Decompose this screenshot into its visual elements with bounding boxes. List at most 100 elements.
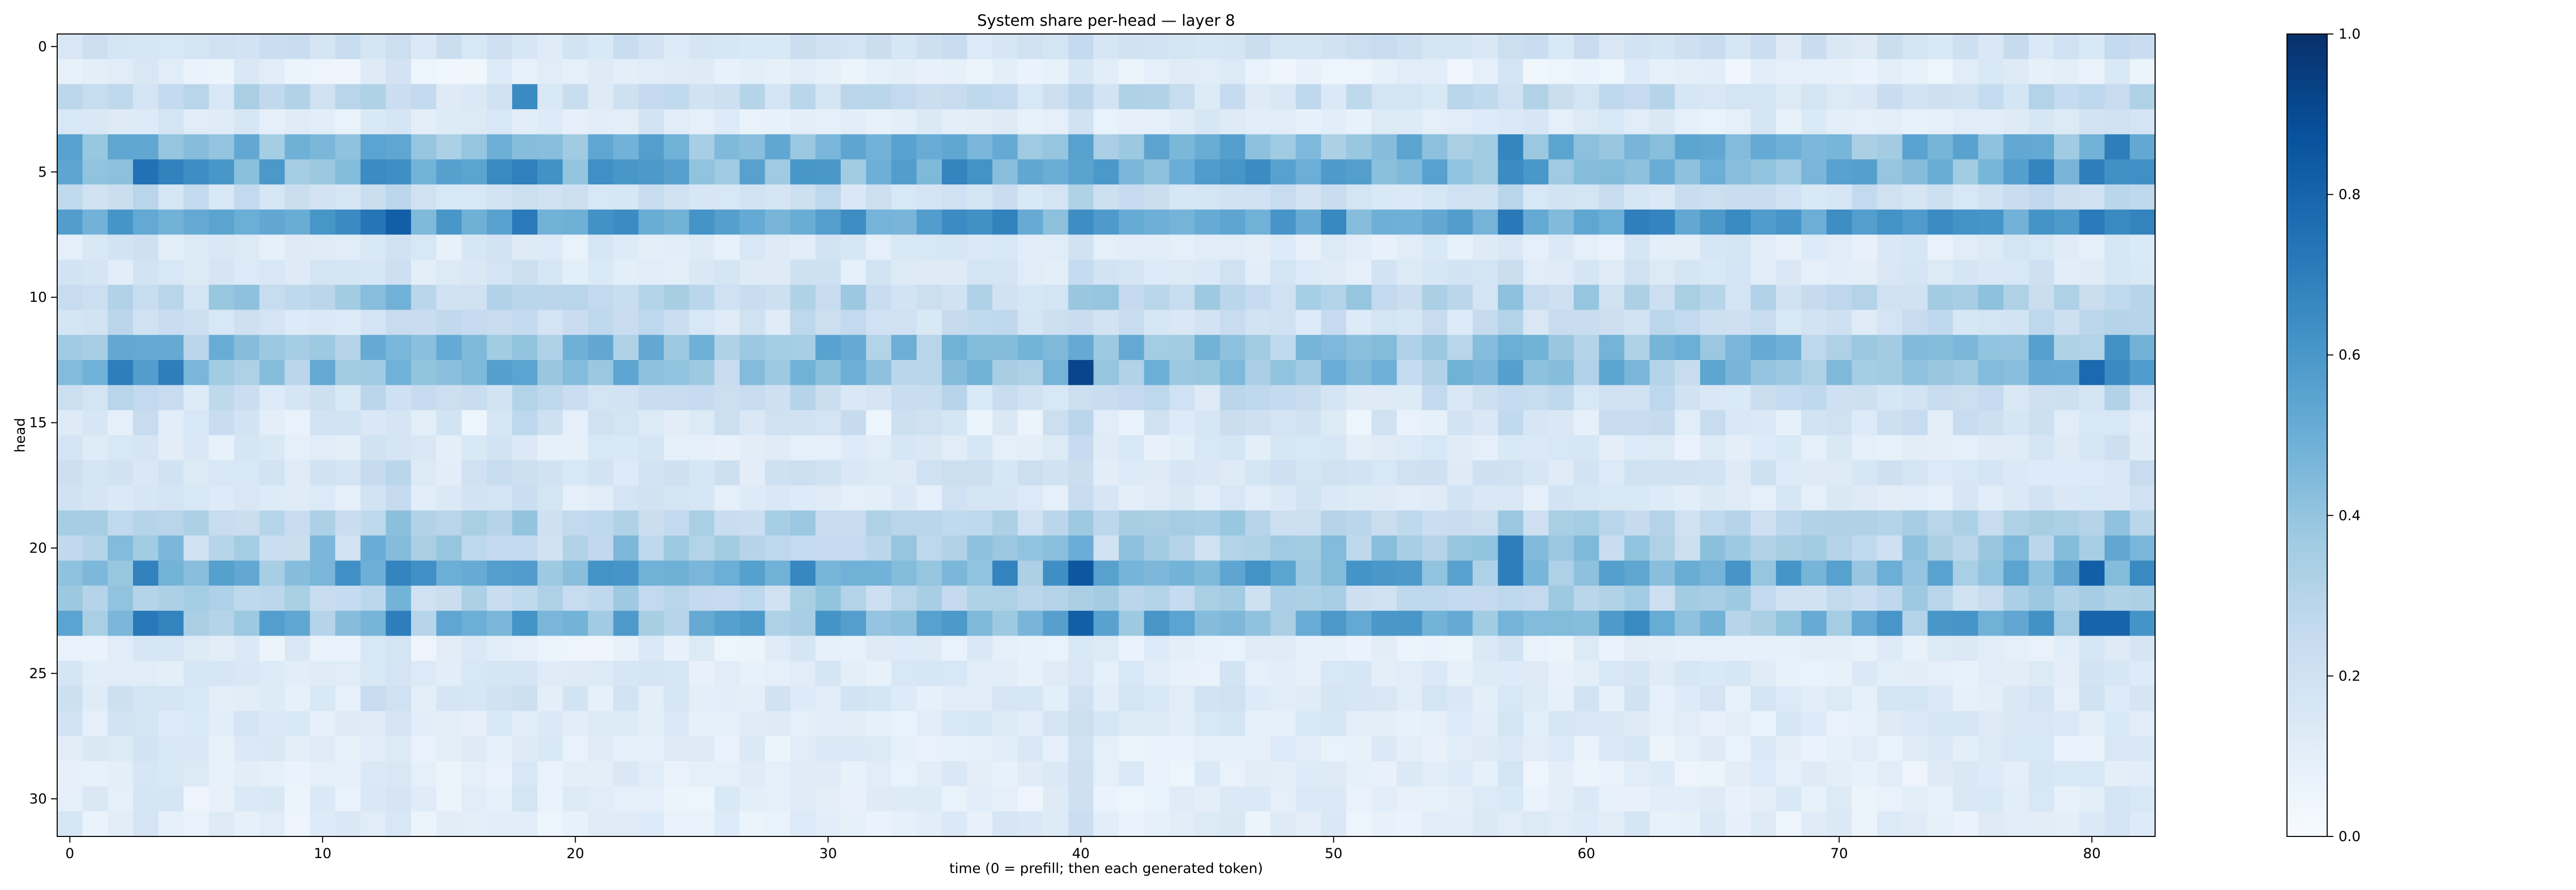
heatmap-cell xyxy=(1422,184,1448,210)
heatmap-cell xyxy=(917,786,942,812)
heatmap-cell xyxy=(385,686,412,712)
heatmap-cell xyxy=(537,460,563,486)
heatmap-cell xyxy=(82,134,108,160)
heatmap-cell xyxy=(1371,34,1397,60)
heatmap-cell xyxy=(765,410,791,436)
heatmap-cell xyxy=(1700,84,1726,110)
heatmap-cell xyxy=(1649,636,1675,661)
heatmap-cell xyxy=(1245,485,1271,511)
heatmap-cell xyxy=(992,786,1018,812)
heatmap-cell xyxy=(1270,510,1296,536)
heatmap-cell xyxy=(1371,686,1397,712)
heatmap-cell xyxy=(2054,435,2080,461)
heatmap-cell xyxy=(1649,711,1675,737)
heatmap-cell xyxy=(1093,485,1120,511)
heatmap-cell xyxy=(436,636,462,661)
heatmap-cell xyxy=(1346,360,1372,386)
heatmap-cell xyxy=(1295,335,1321,361)
heatmap-cell xyxy=(487,736,513,762)
heatmap-cell xyxy=(1624,335,1650,361)
heatmap-cell xyxy=(765,811,791,837)
heatmap-cell xyxy=(1194,786,1221,812)
heatmap-cell xyxy=(1573,786,1600,812)
heatmap-cell xyxy=(1801,586,1827,611)
heatmap-cell xyxy=(537,335,563,361)
heatmap-cell xyxy=(1624,811,1650,837)
heatmap-cell xyxy=(108,34,133,60)
heatmap-cell xyxy=(385,335,412,361)
heatmap-cell xyxy=(1397,711,1422,737)
heatmap-cell xyxy=(1169,586,1195,611)
heatmap-cell xyxy=(1599,159,1625,185)
heatmap-cell xyxy=(967,335,993,361)
heatmap-cell xyxy=(1472,209,1499,235)
heatmap-cell xyxy=(1321,59,1347,84)
heatmap-cell xyxy=(790,610,816,637)
heatmap-cell xyxy=(1295,34,1321,60)
heatmap-cell xyxy=(1043,284,1069,311)
heatmap-cell xyxy=(992,360,1018,386)
colorbar-ticks: 0.00.20.40.60.81.0 xyxy=(2327,26,2361,845)
heatmap-cell xyxy=(487,435,513,461)
heatmap-cell xyxy=(57,284,83,311)
heatmap-cell xyxy=(2129,209,2156,235)
heatmap-cell xyxy=(714,686,740,712)
heatmap-cell xyxy=(335,84,361,110)
heatmap-cell xyxy=(57,811,83,837)
heatmap-cell xyxy=(1498,234,1524,260)
heatmap-cell xyxy=(1498,661,1524,687)
heatmap-cell xyxy=(1826,335,1852,361)
heatmap-cell xyxy=(1371,786,1397,812)
heatmap-cell xyxy=(57,661,83,687)
heatmap-cell xyxy=(1649,410,1675,436)
heatmap-cell xyxy=(108,560,133,586)
heatmap-cell xyxy=(613,460,639,486)
heatmap-cell xyxy=(310,335,336,361)
heatmap-cell xyxy=(563,636,588,661)
heatmap-cell xyxy=(1927,134,1954,160)
heatmap-cell xyxy=(1043,610,1069,637)
heatmap-cell xyxy=(158,360,184,386)
heatmap-cell xyxy=(2054,485,2080,511)
heatmap-cell xyxy=(1093,284,1120,311)
heatmap-cell xyxy=(613,335,639,361)
heatmap-cell xyxy=(1068,410,1094,436)
heatmap-cell xyxy=(1068,360,1094,386)
heatmap-cell xyxy=(917,560,942,586)
colorbar-tick-label: 0.0 xyxy=(2338,829,2361,845)
heatmap-cell xyxy=(1978,209,2004,235)
heatmap-cell xyxy=(1295,560,1321,586)
heatmap-cell xyxy=(588,586,614,611)
heatmap-cell xyxy=(1624,586,1650,611)
heatmap-cell xyxy=(2079,560,2105,586)
heatmap-cell xyxy=(1877,159,1903,185)
heatmap-cell xyxy=(942,134,968,160)
heatmap-cell xyxy=(1700,284,1726,311)
heatmap-cell xyxy=(1472,335,1499,361)
heatmap-cell xyxy=(1043,34,1069,60)
heatmap-cell xyxy=(1397,335,1422,361)
heatmap-cell xyxy=(1194,310,1221,335)
heatmap-cell xyxy=(1725,586,1751,611)
heatmap-cell xyxy=(1169,811,1195,837)
heatmap-cell xyxy=(1751,636,1776,661)
heatmap-cell xyxy=(461,661,487,687)
heatmap-cell xyxy=(1826,586,1852,611)
heatmap-cell xyxy=(133,184,159,210)
heatmap-cell xyxy=(1245,234,1271,260)
heatmap-cell xyxy=(1725,134,1751,160)
heatmap-cell xyxy=(840,159,867,185)
heatmap-cell xyxy=(284,661,311,687)
heatmap-cell xyxy=(108,335,133,361)
colorbar-tick-label: 0.8 xyxy=(2338,187,2361,203)
heatmap-cell xyxy=(1118,686,1145,712)
heatmap-cell xyxy=(284,736,311,762)
heatmap-cell xyxy=(133,535,159,561)
heatmap-cell xyxy=(942,84,968,110)
heatmap-cell xyxy=(1927,761,1954,787)
heatmap-cell xyxy=(1043,234,1069,260)
heatmap-cell xyxy=(714,234,740,260)
heatmap-cell xyxy=(1498,84,1524,110)
heatmap-cell xyxy=(2003,610,2029,637)
heatmap-cell xyxy=(1674,410,1701,436)
